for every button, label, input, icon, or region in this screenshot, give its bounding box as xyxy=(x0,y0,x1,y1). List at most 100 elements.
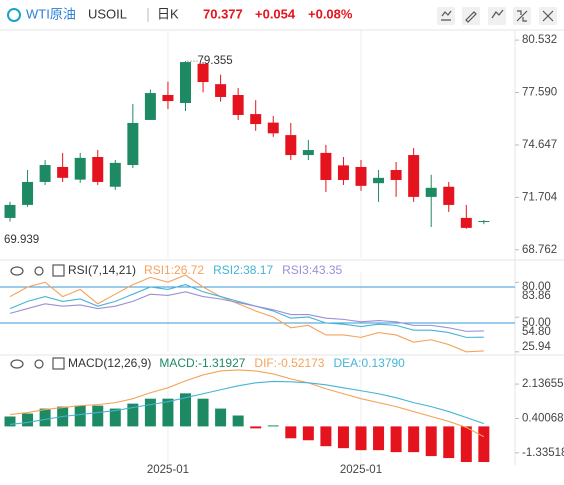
candle-body xyxy=(408,155,420,197)
macd-bar xyxy=(302,426,314,441)
tool-button[interactable] xyxy=(488,7,506,25)
macd-bar xyxy=(390,426,402,453)
indicator-line xyxy=(9,274,484,353)
macd-bar xyxy=(408,426,420,453)
macd-bar xyxy=(337,426,349,449)
candle-body xyxy=(443,186,455,205)
indicator-line xyxy=(9,369,485,438)
indicator-line xyxy=(9,291,484,332)
candle-body xyxy=(127,122,139,166)
legend-entry: DEA:0.13790 xyxy=(333,356,405,370)
y-tick-label: 0.40068 xyxy=(522,412,564,424)
candle-body xyxy=(460,217,472,228)
legend-entry: RSI2:38.17 xyxy=(213,263,273,277)
macd-bar xyxy=(373,426,385,451)
macd-tools xyxy=(10,357,65,370)
candle-body xyxy=(4,204,16,218)
y-tick-label: 71.704 xyxy=(522,191,558,203)
y-tick-label: 77.590 xyxy=(522,87,557,99)
macd-bar xyxy=(250,426,262,429)
indicator-title: MACD(12,26,9) xyxy=(68,356,151,370)
tool-button[interactable] xyxy=(462,7,480,25)
indicator-line xyxy=(9,380,485,425)
tool-icon xyxy=(516,10,528,22)
y-tick-label: 25.94 xyxy=(522,341,551,353)
candle-body xyxy=(320,152,332,180)
macd-bar xyxy=(4,416,16,427)
candle-body xyxy=(478,221,490,223)
candle-body xyxy=(390,170,402,180)
legend-entry: DIF:-0.52173 xyxy=(254,356,324,370)
macd-bar xyxy=(109,408,121,427)
y-tick-label: 80.532 xyxy=(522,34,557,46)
box-icon[interactable] xyxy=(52,264,65,277)
logo xyxy=(7,8,21,22)
tool-icon xyxy=(491,9,504,19)
indicator-title: RSI(7,14,21) xyxy=(68,263,136,277)
macd-bar xyxy=(215,408,227,427)
macd-bar xyxy=(425,426,437,457)
macd-bar xyxy=(22,413,34,427)
level-label: 80.00 xyxy=(522,281,551,293)
macd-bar xyxy=(320,426,332,447)
box-icon[interactable] xyxy=(52,357,65,370)
macd-bar xyxy=(162,398,174,427)
candle-body xyxy=(180,62,191,104)
macd-bar xyxy=(39,408,51,427)
symbol-name: WTI原油 xyxy=(26,6,76,21)
y-tick-label: 83.86 xyxy=(522,290,551,302)
candle-body xyxy=(57,166,69,178)
legend-entry: RSI3:43.35 xyxy=(282,263,342,277)
candle-body xyxy=(267,122,279,134)
macd-bar xyxy=(460,426,472,463)
symbol[interactable]: USOIL xyxy=(88,6,127,21)
candle-body xyxy=(232,95,244,115)
max-annotation: 79.355 xyxy=(198,55,233,67)
tool-button[interactable] xyxy=(437,7,455,25)
level-label: 50.00 xyxy=(522,317,551,329)
macd-bar xyxy=(355,426,367,451)
rsi-tools xyxy=(10,264,65,277)
candle-body xyxy=(109,162,121,187)
candle-body xyxy=(39,165,51,182)
tool-icon xyxy=(465,11,477,23)
macd-bar xyxy=(127,403,139,427)
candle-body xyxy=(302,150,314,156)
candle-body xyxy=(162,95,174,102)
y-tick-label: -1.33518 xyxy=(522,447,564,459)
macd-bar xyxy=(197,398,209,427)
y-tick-label: 68.762 xyxy=(522,244,557,256)
candle-body xyxy=(425,187,437,197)
min-annotation: 69.939 xyxy=(4,234,39,246)
macd-bar xyxy=(232,415,244,427)
candle-body xyxy=(144,93,156,120)
candle-body xyxy=(373,177,385,184)
macd-bar xyxy=(144,398,156,427)
macd-bar xyxy=(478,426,490,463)
eye-icon[interactable] xyxy=(10,359,24,369)
gear-icon[interactable] xyxy=(34,359,44,369)
candle-body xyxy=(197,63,209,83)
indicator-line xyxy=(9,284,484,338)
tool-icon xyxy=(441,10,452,21)
candle-body xyxy=(22,181,34,205)
x-tick-label: 2025-01 xyxy=(147,464,189,476)
change-pct: +0.08% xyxy=(308,6,353,21)
candle-body xyxy=(337,165,349,180)
macd-bar xyxy=(92,405,104,427)
y-tick-label: 2.13655 xyxy=(522,378,564,390)
candle-body xyxy=(92,157,104,182)
legend-entry: RSI1:26.72 xyxy=(144,263,204,277)
candle-body xyxy=(355,166,367,186)
gear-icon[interactable] xyxy=(34,266,44,276)
macd-bar xyxy=(267,425,279,427)
candle-body xyxy=(215,84,227,97)
change: +0.054 xyxy=(255,6,296,21)
toolbar xyxy=(437,7,557,25)
eye-icon[interactable] xyxy=(10,266,24,276)
legend-entry: MACD:-1.31927 xyxy=(159,356,245,370)
period[interactable]: 日K xyxy=(157,6,179,21)
y-tick-label: 54.80 xyxy=(522,326,551,338)
macd-bar xyxy=(180,393,191,427)
